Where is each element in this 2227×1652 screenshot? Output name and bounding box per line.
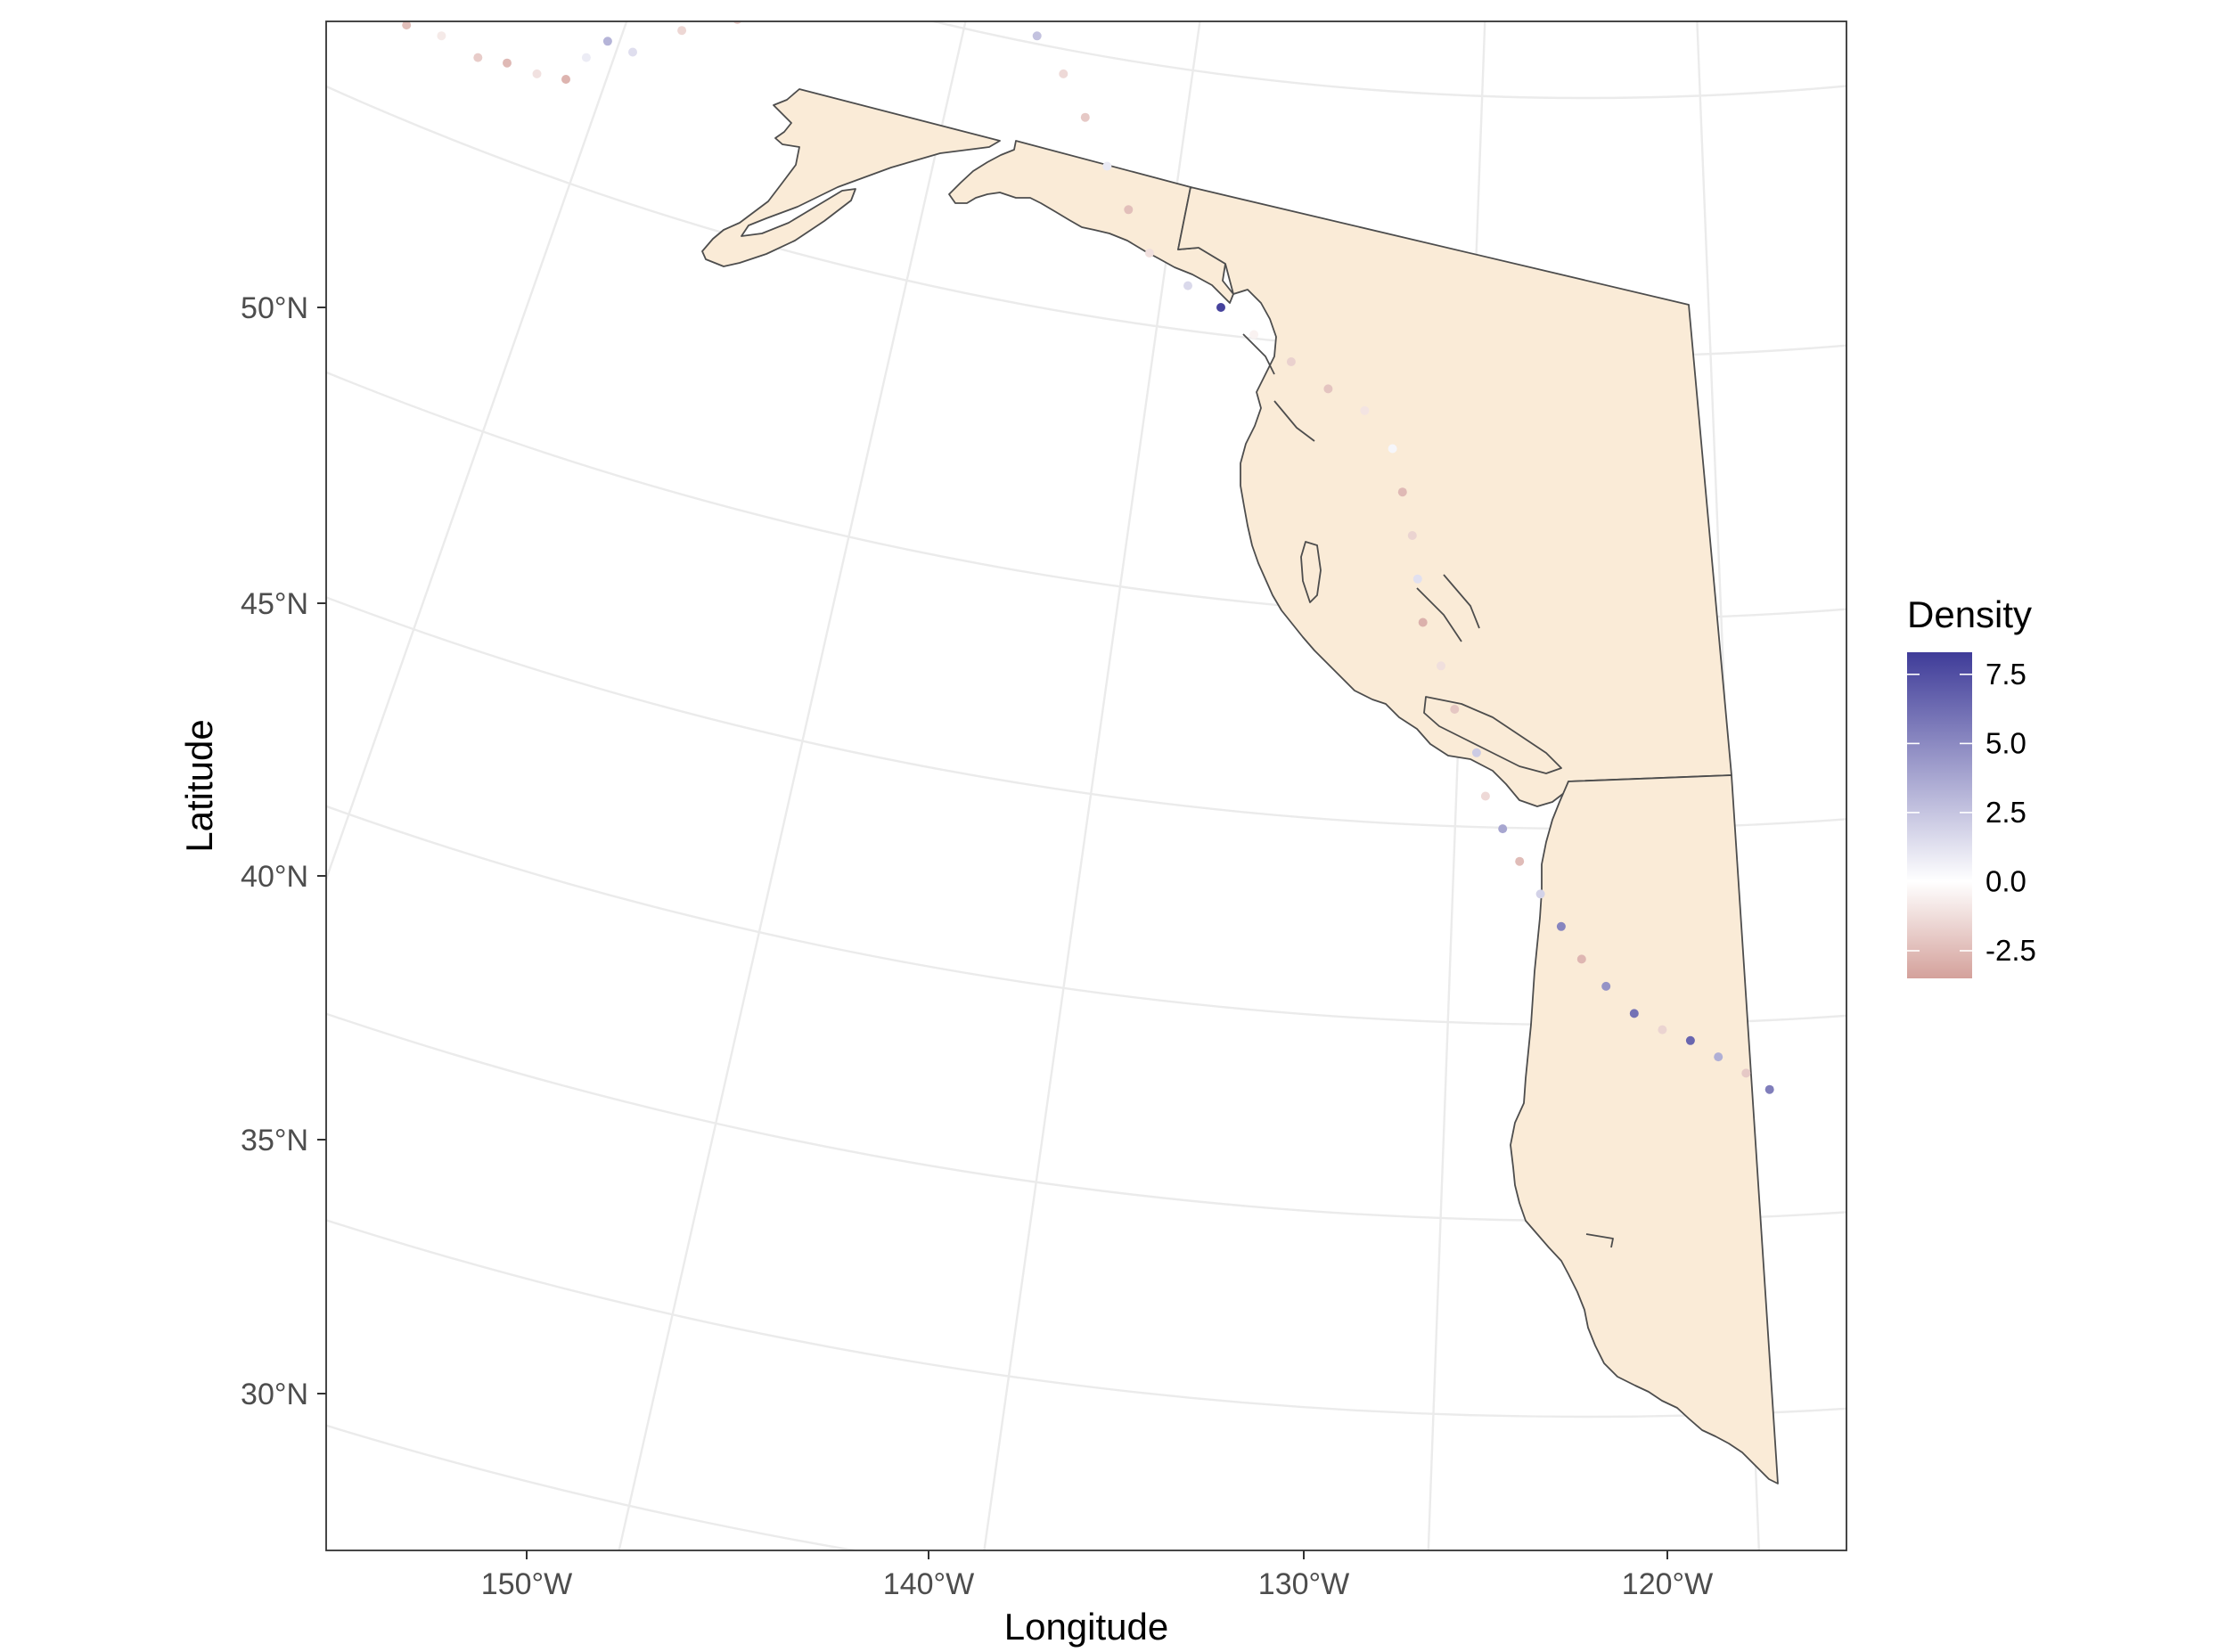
density-point (702, 0, 711, 8)
x-axis: 150°W 140°W 130°W 120°W Longitude (481, 1550, 1713, 1648)
density-point (341, 0, 350, 8)
y-tick-label: 40°N (241, 860, 308, 894)
y-tick-label: 50°N (241, 291, 308, 325)
density-point (1472, 748, 1481, 757)
density-point (366, 4, 375, 13)
density-point (1102, 162, 1111, 171)
density-point (1081, 113, 1090, 122)
density-point (1408, 531, 1417, 540)
density-point (1360, 406, 1369, 415)
density-point (603, 37, 612, 45)
density-point (1437, 661, 1445, 670)
y-tick-label: 35°N (241, 1124, 308, 1157)
density-point (788, 0, 797, 3)
density-point (1630, 1009, 1639, 1018)
density-point (1515, 857, 1524, 866)
x-axis-title: Longitude (1004, 1606, 1169, 1648)
density-point (1249, 331, 1258, 339)
legend-label: 2.5 (1985, 796, 2026, 829)
density-point (1398, 487, 1407, 496)
legend-label: 7.5 (1985, 658, 2026, 691)
density-point (733, 15, 741, 24)
density-point (1450, 705, 1459, 714)
x-tick-label: 150°W (481, 1567, 572, 1601)
density-point (503, 59, 512, 68)
density-point (1536, 889, 1545, 898)
density-point (1498, 824, 1507, 833)
density-point (1577, 954, 1586, 963)
legend-label: 5.0 (1985, 726, 2026, 759)
legend-label: 0.0 (1985, 864, 2026, 897)
x-tick-label: 130°W (1258, 1567, 1349, 1601)
legend-colorbar (1907, 652, 1972, 978)
legend-title: Density (1907, 593, 2032, 635)
density-point (1124, 205, 1133, 214)
density-point (1323, 384, 1332, 393)
density-point (677, 26, 686, 35)
density-point (1216, 303, 1225, 312)
density-point (473, 53, 482, 62)
density-point (561, 75, 570, 84)
density-point (533, 70, 542, 78)
density-point (1413, 575, 1422, 584)
density-point (1003, 10, 1011, 19)
density-point (1741, 1068, 1750, 1077)
density-point (963, 0, 972, 8)
y-axis-title: Latitude (178, 719, 220, 852)
y-tick-label: 30°N (241, 1378, 308, 1411)
density-point (1183, 282, 1192, 290)
y-tick-label: 45°N (241, 587, 308, 621)
density-point (1557, 922, 1566, 931)
density-point (1287, 357, 1296, 366)
density-point (1145, 249, 1154, 258)
density-point (582, 53, 591, 62)
density-point (1059, 70, 1068, 78)
density-point (1388, 445, 1397, 454)
density-point (1419, 618, 1428, 627)
density-point (1601, 982, 1610, 991)
density-point (1033, 31, 1042, 40)
density-point (1765, 1085, 1774, 1094)
y-axis: 50°N 45°N 40°N 35°N 30°N Latitude (178, 291, 326, 1411)
density-point (1686, 1036, 1695, 1045)
legend: Density 7.5 5.0 2.5 0.0 -2.5 (1907, 593, 2036, 978)
density-point (437, 31, 446, 40)
legend-label: -2.5 (1985, 934, 2036, 967)
x-tick-label: 140°W (883, 1567, 974, 1601)
density-point (628, 48, 637, 57)
density-point (647, 10, 656, 19)
density-point (1714, 1052, 1723, 1061)
density-point (1481, 792, 1490, 801)
x-tick-label: 120°W (1622, 1567, 1713, 1601)
density-point (1658, 1026, 1666, 1035)
